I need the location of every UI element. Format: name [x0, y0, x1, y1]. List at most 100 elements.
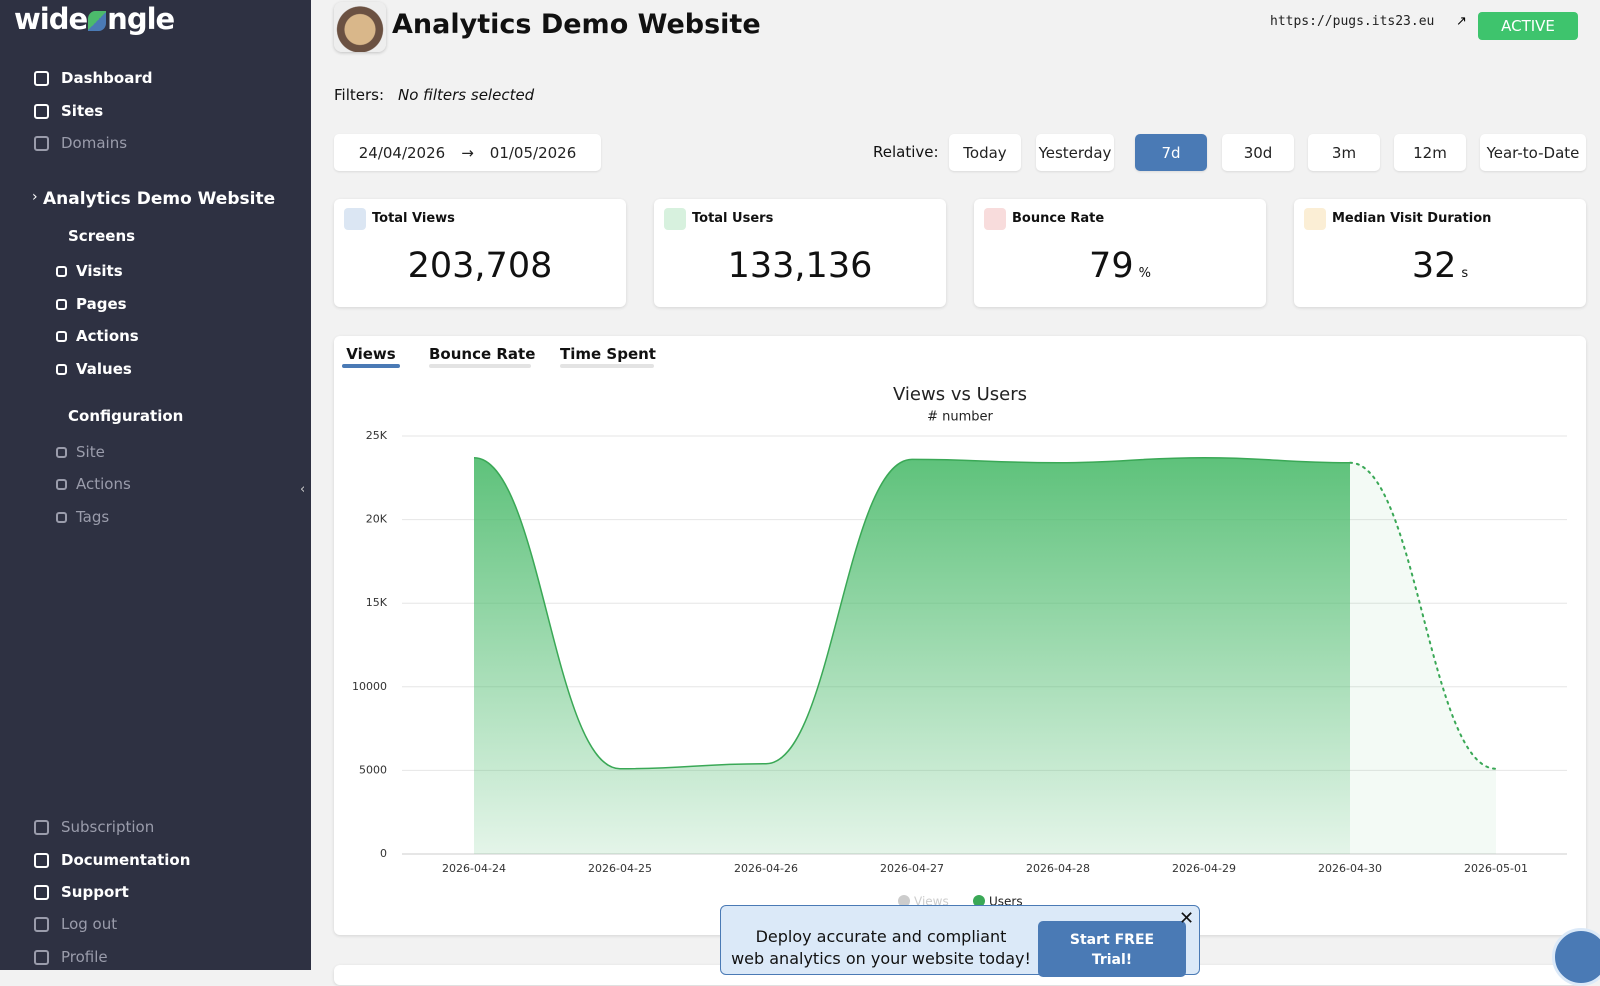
chart-subtitle: # number	[927, 410, 993, 425]
nav-item[interactable]: Support	[61, 883, 129, 901]
stat-icon	[1304, 208, 1326, 230]
promo-text: Deploy accurate and compliant web analyti…	[721, 926, 1041, 970]
collapse-toggle[interactable]: ‹	[300, 482, 306, 497]
filters-label: Filters:	[334, 86, 385, 104]
nav-item[interactable]: Visits	[76, 262, 123, 280]
promo-line: Deploy accurate and compliant	[755, 927, 1007, 946]
nav-icon	[34, 820, 49, 835]
nav-icon	[56, 479, 67, 490]
nav-icon	[34, 853, 49, 868]
date-range[interactable]: 24/04/2026 → 01/05/2026	[334, 134, 601, 171]
site-avatar	[334, 2, 386, 52]
relative-option[interactable]: Year-to-Date	[1480, 134, 1586, 171]
nav-item[interactable]: Domains	[61, 134, 128, 152]
y-tick-label: 0	[380, 847, 387, 860]
tab-underline	[342, 364, 400, 368]
stat-unit: %	[1138, 266, 1151, 281]
relative-option[interactable]: Yesterday	[1036, 134, 1114, 171]
nav-item[interactable]: Values	[76, 360, 132, 378]
stat-number: 32	[1411, 246, 1457, 286]
nav-item[interactable]: Site	[76, 443, 105, 461]
stat-card	[334, 199, 626, 307]
x-tick-label: 2026-04-30	[1318, 862, 1382, 875]
relative-option[interactable]: Today	[949, 134, 1021, 171]
relative-option[interactable]: 7d	[1135, 134, 1207, 171]
nav-icon	[34, 136, 49, 151]
sidebar: wide ngle Dashboard Sites Domains Analytics …	[0, 0, 311, 970]
stat-value: 133,136	[654, 246, 946, 286]
stat-icon	[664, 208, 686, 230]
stat-label: Total Users	[692, 211, 774, 226]
date-from: 24/04/2026	[358, 143, 446, 162]
x-tick-label: 2026-04-25	[588, 862, 652, 875]
nav-icon	[56, 299, 67, 310]
relative-option[interactable]: 30d	[1222, 134, 1294, 171]
y-tick-label: 25K	[366, 429, 388, 442]
stat-value: 203,708	[334, 246, 626, 286]
line-incomplete	[1349, 461, 1497, 770]
area-incomplete	[1350, 462, 1496, 854]
logo-icon	[88, 11, 107, 31]
logo: wide ngle	[14, 2, 175, 36]
tab-underline	[560, 364, 654, 368]
status-badge: ACTIVE	[1478, 12, 1578, 40]
nav-icon	[56, 364, 67, 375]
nav-item[interactable]: Configuration	[68, 407, 184, 425]
nav-icon	[56, 331, 67, 342]
stat-unit: s	[1461, 266, 1469, 281]
tab[interactable]: Time Spent	[560, 345, 656, 363]
nav-item[interactable]: Actions	[76, 475, 131, 493]
y-tick-label: 20K	[366, 513, 388, 526]
chevron: ›	[32, 189, 38, 205]
x-tick-label: 2026-04-26	[734, 862, 798, 875]
stat-card	[1294, 199, 1586, 307]
stat-number: 203,708	[407, 246, 553, 286]
nav-item[interactable]: Sites	[61, 102, 104, 120]
tab[interactable]: Bounce Rate	[429, 345, 536, 363]
nav-icon	[34, 917, 49, 932]
nav-icon	[56, 447, 67, 458]
nav-item[interactable]: Profile	[61, 948, 108, 966]
relative-option[interactable]: 3m	[1308, 134, 1380, 171]
trial-line: Start FREE	[1069, 932, 1155, 948]
close-button[interactable]: ✕	[1179, 908, 1195, 929]
stat-label: Total Views	[372, 211, 455, 226]
y-tick-label: 15K	[366, 596, 388, 609]
stat-icon	[344, 208, 366, 230]
nav-item[interactable]: Pages	[76, 295, 127, 313]
nav-icon	[34, 885, 49, 900]
logo-left: wide	[14, 2, 88, 36]
nav-item[interactable]: Tags	[76, 508, 110, 526]
y-tick-label: 10000	[352, 680, 387, 693]
stat-label: Median Visit Duration	[1332, 211, 1492, 226]
nav-item[interactable]: Analytics Demo Website	[43, 189, 276, 209]
nav-item[interactable]: Subscription	[61, 818, 155, 836]
stat-value: 32 s	[1294, 246, 1586, 286]
nav-item[interactable]: Documentation	[61, 851, 191, 869]
stat-icon	[984, 208, 1006, 230]
external-link-icon[interactable]: ↗	[1456, 14, 1467, 29]
nav-item[interactable]: Dashboard	[61, 69, 153, 87]
site-url[interactable]: https://pugs.its23.eu	[1270, 14, 1435, 29]
nav-icon	[56, 266, 67, 277]
stat-number: 79	[1089, 246, 1134, 286]
tab-underline	[429, 364, 531, 368]
nav-item[interactable]: Screens	[68, 227, 136, 245]
area	[474, 457, 1350, 854]
x-tick-label: 2026-04-28	[1026, 862, 1090, 875]
promo-banner: Deploy accurate and compliant web analyti…	[720, 905, 1200, 977]
nav-icon	[34, 950, 49, 965]
relative-option[interactable]: 12m	[1394, 134, 1466, 171]
nav-item[interactable]: Log out	[61, 915, 118, 933]
legend-swatch	[898, 895, 910, 907]
x-tick-label: 2026-05-01	[1464, 862, 1528, 875]
nav-icon	[56, 512, 67, 523]
x-tick-label: 2026-04-29	[1172, 862, 1236, 875]
nav-item[interactable]: Actions	[76, 327, 139, 345]
trial-button[interactable]: Start FREE Trial!	[1038, 921, 1186, 977]
stat-card	[654, 199, 946, 307]
tab[interactable]: Views	[346, 345, 396, 363]
stat-number: 133,136	[727, 246, 873, 286]
